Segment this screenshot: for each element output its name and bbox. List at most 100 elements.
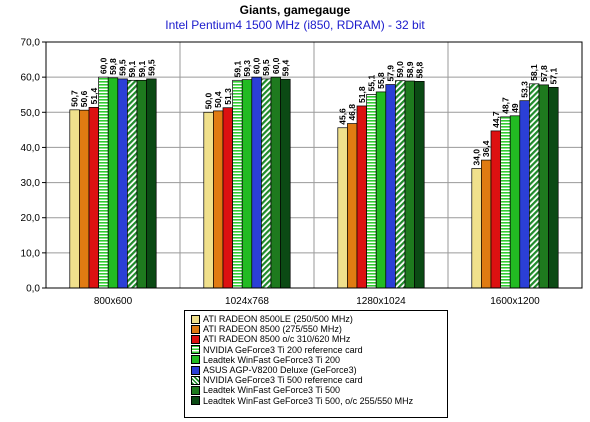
data-label: 50,0 [204,92,214,109]
data-label: 59,5 [118,59,128,76]
bar [270,76,281,289]
data-label: 59,5 [146,59,156,76]
bar [471,168,482,289]
bar [404,80,415,289]
data-label: 50,6 [79,90,89,107]
bar [538,84,549,289]
bar [203,111,214,289]
bar [481,159,492,289]
data-label: 60,0 [271,57,281,74]
legend-item: ASUS AGP-V8200 Deluxe (GeForce3) [191,365,447,375]
legend-item: ATI RADEON 8500 (275/550 MHz) [191,324,447,334]
data-label: 57,1 [548,68,558,85]
bar [414,81,425,289]
chart-legend: ATI RADEON 8500LE (250/500 MHz) ATI RADEO… [184,310,448,418]
bar [519,100,530,289]
data-label: 58,1 [529,64,539,81]
legend-label: Leadtek WinFast GeForce3 Ti 500 [203,385,341,396]
data-label: 58,8 [414,62,424,79]
data-label: 60,0 [98,57,108,74]
data-label: 51,4 [89,88,99,105]
legend-item: Leadtek WinFast GeForce3 Ti 500, o/c 255… [191,396,447,406]
bar [385,84,396,289]
chart-title: Giants, gamegauge [239,3,351,17]
bar [127,79,138,289]
bar [88,107,99,289]
legend-swatch [191,345,200,355]
bar [136,79,147,289]
legend-swatch [191,334,200,344]
bar [232,79,243,289]
data-label: 36,4 [481,140,491,157]
data-label: 53,3 [520,81,530,98]
y-tick-label: 30,0 [21,178,41,189]
legend-label: ATI RADEON 8500 o/c 310/620 MHz [203,334,351,345]
data-label: 59,1 [137,60,147,77]
bar [500,116,511,289]
data-label: 51,8 [357,86,367,103]
data-label: 50,4 [213,91,223,108]
y-tick-label: 50,0 [21,108,41,119]
x-tick-label: 1600x1200 [490,296,540,307]
legend-label: ATI RADEON 8500 (275/550 MHz) [203,324,342,335]
data-label: 59,1 [232,60,242,77]
bar [347,123,358,289]
data-label: 34,0 [472,149,482,166]
bar [98,76,109,289]
plot-border [45,41,583,289]
y-tick-label: 0,0 [26,284,40,295]
legend-item: NVIDIA GeForce3 Ti 200 reference card [191,345,447,355]
y-tick-label: 60,0 [21,73,41,84]
data-label: 55,8 [376,72,386,89]
legend-swatch [191,365,200,375]
legend-label: Leadtek WinFast GeForce3 Ti 500, o/c 255… [203,395,414,406]
y-tick-label: 10,0 [21,248,41,259]
bar [241,79,253,289]
bar [107,77,119,289]
data-label: 58,9 [405,61,415,78]
bar-chart: 0,010,020,030,040,050,060,070,050,7 50,6 5… [21,38,583,307]
bar [261,78,272,289]
legend-label: NVIDIA GeForce3 Ti 500 reference card [203,375,363,386]
legend-label: ATI RADEON 8500LE (250/500 MHz) [203,314,353,325]
data-label: 57,9 [386,65,396,82]
bar [529,83,540,289]
data-label: 59,3 [242,60,252,77]
bar [213,110,224,289]
y-tick-label: 20,0 [21,213,41,224]
legend-item: Leadtek WinFast GeForce3 Ti 500 [191,385,447,395]
legend-swatch [191,396,200,406]
legend-swatch [191,385,200,395]
bar [395,80,406,289]
data-label: 59,8 [108,58,118,75]
bar [375,91,387,289]
legend-swatch [191,375,200,385]
y-tick-label: 70,0 [21,38,41,49]
bar [146,78,157,289]
data-label: 44,7 [491,111,501,128]
bar [509,115,521,289]
legend-swatch [191,314,200,324]
legend-item: ATI RADEON 8500 o/c 310/620 MHz [191,334,447,344]
legend-swatch [191,355,200,365]
bar [366,94,377,289]
data-label: 51,3 [223,88,233,105]
bar [548,86,559,289]
bar [356,105,367,289]
legend-item: Leadtek WinFast GeForce3 Ti 200 [191,355,447,365]
legend-swatch [191,324,200,334]
legend-item: NVIDIA GeForce3 Ti 500 reference card [191,375,447,385]
data-label: 59,5 [261,59,271,76]
legend-label: NVIDIA GeForce3 Ti 200 reference card [203,344,363,355]
x-tick-label: 1024x768 [225,296,269,307]
data-label: 59,4 [280,59,290,76]
bar [69,109,80,289]
x-tick-label: 800x600 [94,296,133,307]
data-label: 50,7 [70,90,80,107]
data-label: 55,1 [366,75,376,92]
bar [222,107,233,289]
data-label: 59,0 [395,61,405,78]
chart-subtitle: Intel Pentium4 1500 MHz (i850, RDRAM) - … [165,18,425,32]
legend-item: ATI RADEON 8500LE (250/500 MHz) [191,314,447,324]
x-tick-label: 1280x1024 [356,296,406,307]
